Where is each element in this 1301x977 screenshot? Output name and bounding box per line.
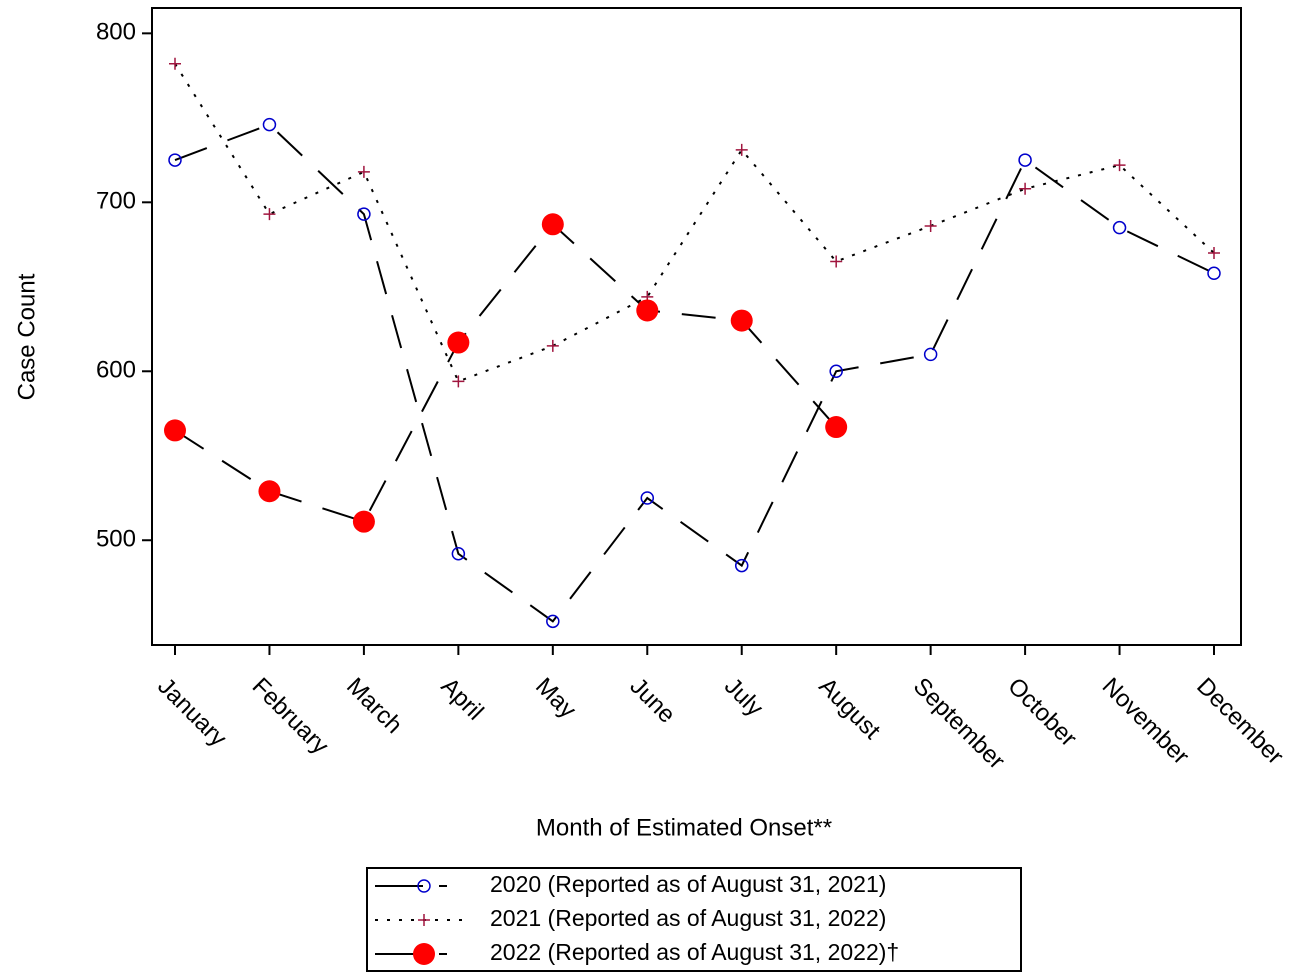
legend-label: 2022 (Reported as of August 31, 2022)†	[490, 939, 899, 965]
point	[735, 143, 748, 156]
point	[829, 364, 843, 379]
x-tick-label: November	[1097, 673, 1194, 770]
y-tick-label: 800	[96, 19, 136, 46]
x-tick-label: September	[908, 673, 1010, 775]
point	[924, 219, 937, 232]
point	[352, 510, 375, 533]
point	[825, 416, 848, 439]
point	[923, 347, 938, 362]
point	[447, 331, 470, 354]
point	[636, 299, 659, 322]
y-tick-label: 500	[96, 526, 136, 553]
point	[1112, 220, 1127, 235]
x-tick-label: April	[436, 673, 489, 726]
point	[1018, 153, 1032, 167]
x-tick-label: July	[719, 673, 768, 722]
point	[1208, 247, 1220, 259]
x-tick-label: December	[1191, 673, 1288, 770]
x-tick-label: January	[152, 673, 231, 752]
legend-marker	[417, 879, 431, 893]
point	[452, 375, 465, 388]
point	[1019, 182, 1032, 195]
x-axis-title: Month of Estimated Onset**	[536, 814, 832, 841]
x-tick-label: March	[341, 673, 407, 739]
x-tick-label: February	[247, 673, 334, 760]
point	[640, 491, 655, 505]
legend-marker	[413, 943, 435, 965]
point	[1113, 159, 1126, 172]
point	[258, 480, 281, 503]
x-tick-label: May	[530, 673, 581, 724]
x-tick-label: June	[625, 673, 681, 729]
point	[357, 207, 371, 221]
y-tick-label: 600	[96, 357, 136, 384]
point	[734, 558, 749, 573]
legend-label: 2021 (Reported as of August 31, 2022)	[490, 905, 886, 931]
legend-marker	[418, 914, 430, 926]
point	[451, 547, 466, 561]
y-axis-title: Case Count	[13, 273, 40, 400]
point	[262, 117, 277, 132]
point	[546, 614, 560, 629]
point	[263, 208, 276, 221]
x-tick-label: August	[813, 673, 885, 745]
point	[546, 339, 559, 352]
x-tick-label: October	[1002, 673, 1081, 752]
point	[730, 309, 753, 332]
legend-label: 2020 (Reported as of August 31, 2021)	[490, 871, 886, 897]
point	[830, 255, 843, 268]
point	[541, 213, 564, 236]
series-line	[174, 222, 837, 523]
point	[1207, 266, 1221, 281]
plot-frame	[151, 7, 1242, 646]
series-line	[174, 63, 1215, 383]
legend-box	[366, 867, 1022, 972]
point	[169, 57, 181, 70]
point	[168, 153, 182, 167]
series-line	[174, 123, 1215, 623]
y-tick-label: 700	[96, 188, 136, 215]
point	[357, 165, 370, 178]
point	[164, 419, 186, 442]
